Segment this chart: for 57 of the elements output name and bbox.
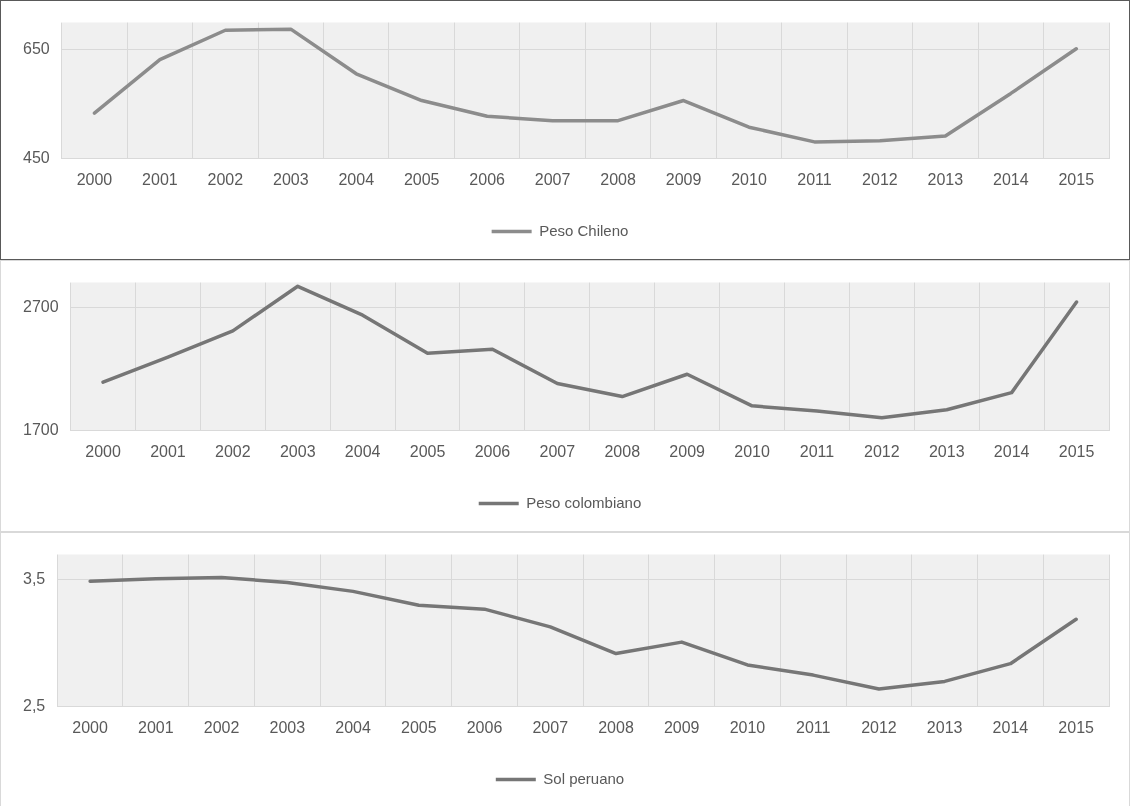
x-tick-label: 2006 — [474, 442, 511, 460]
y-tick-label: 650 — [22, 40, 50, 58]
x-tick-label: 2011 — [795, 718, 831, 736]
x-tick-label: 2015 — [1058, 170, 1095, 188]
x-tick-label: 2004 — [335, 718, 371, 736]
x-tick-label: 2012 — [861, 718, 897, 736]
x-tick-label: 2010 — [729, 718, 766, 736]
x-tick-label: 2005 — [409, 442, 446, 460]
x-tick-label: 2000 — [76, 170, 113, 188]
x-tick-label: 2007 — [539, 442, 576, 460]
x-tick-label: 2002 — [215, 442, 251, 460]
x-tick-label: 2001 — [142, 170, 178, 188]
x-tick-label: 2015 — [1058, 718, 1095, 736]
x-tick-label: 2014 — [993, 170, 1029, 188]
x-tick-label: 2001 — [150, 442, 186, 460]
x-tick-label: 2002 — [203, 718, 240, 736]
x-tick-label: 2010 — [731, 170, 767, 188]
x-tick-label: 2012 — [864, 442, 900, 460]
x-tick-label: 2008 — [600, 170, 636, 188]
x-tick-label: 2003 — [273, 170, 309, 188]
legend-label: Peso Chileno — [539, 221, 629, 239]
x-tick-label: 2005 — [403, 170, 440, 188]
x-tick-label: 2002 — [207, 170, 244, 188]
x-tick-label: 2009 — [665, 170, 702, 188]
x-tick-label: 2007 — [532, 718, 569, 736]
x-tick-label: 2006 — [466, 718, 503, 736]
y-tick-label: 2700 — [23, 297, 59, 315]
x-tick-label: 2000 — [85, 442, 121, 460]
x-tick-label: 2008 — [604, 442, 641, 460]
x-tick-label: 2008 — [598, 718, 634, 736]
x-tick-label: 2003 — [279, 442, 316, 460]
y-tick-label: 450 — [22, 149, 50, 167]
x-tick-label: 2009 — [663, 718, 700, 736]
x-tick-label: 2010 — [734, 442, 770, 460]
x-tick-label: 2015 — [1058, 442, 1095, 460]
x-tick-label: 2013 — [926, 718, 963, 736]
x-tick-label: 2014 — [993, 442, 1030, 460]
x-tick-label: 2011 — [797, 170, 832, 188]
x-tick-label: 2014 — [992, 718, 1029, 736]
x-tick-label: 2004 — [344, 442, 381, 460]
x-tick-label: 2011 — [799, 442, 835, 460]
x-tick-label: 2013 — [928, 442, 965, 460]
y-tick-label: 1700 — [23, 421, 59, 439]
x-tick-label: 2012 — [862, 170, 898, 188]
x-tick-label: 2003 — [269, 718, 306, 736]
legend-label: Peso colombiano — [526, 493, 642, 511]
x-tick-label: 2006 — [469, 170, 506, 188]
x-tick-label: 2007 — [534, 170, 571, 188]
legend-label: Sol peruano — [543, 769, 625, 787]
y-tick-label: 2,5 — [22, 697, 46, 715]
x-tick-label: 2005 — [400, 718, 437, 736]
y-tick-label: 3,5 — [22, 570, 46, 588]
x-tick-label: 2001 — [138, 718, 174, 736]
x-tick-label: 2004 — [338, 170, 375, 188]
x-tick-label: 2000 — [72, 718, 109, 736]
x-tick-label: 2009 — [669, 442, 706, 460]
x-tick-label: 2013 — [927, 170, 964, 188]
